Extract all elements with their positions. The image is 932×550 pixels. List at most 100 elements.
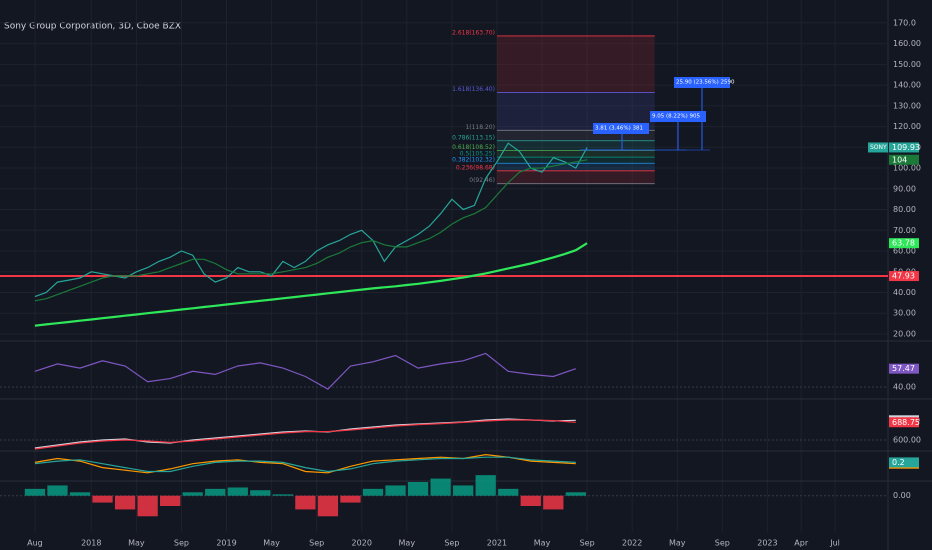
y-tick-label: 80.00 [893,205,916,214]
last-value-tag [889,363,919,374]
last-value-label: 0.2 [892,458,905,467]
histogram-bar [407,482,429,496]
last-value-label: 104 [892,155,907,164]
y-tick-label: 20.00 [893,329,916,338]
fib-label: 1.618(136.40) [452,86,495,93]
last-value-tag [889,238,919,249]
histogram-bar [160,495,181,506]
measure-box [650,111,706,122]
histogram-bar [475,475,496,496]
measure-box [593,123,649,134]
histogram-bar [24,488,46,496]
x-tick-label: 2019 [216,539,236,548]
histogram-bar [362,488,384,496]
last-value-tag [889,142,919,153]
fib-label: 2.618(163.70) [452,29,495,36]
histogram-bar [543,495,564,510]
y-tick-label: 30.00 [893,309,916,318]
y-tick-label: 40.00 [893,382,916,391]
fib-zone [496,140,655,151]
y-tick-label: 120.00 [893,122,921,131]
fib-label: 0(92.46) [469,177,495,184]
histogram-bar [453,485,474,496]
x-tick-label: May [399,539,416,548]
fib-zone [496,170,655,184]
x-tick-label: 2023 [757,539,777,548]
price-tag-label: 47.93 [892,272,915,281]
x-tick-label: Sep [174,539,189,548]
last-value-label: 109.93 [892,143,920,152]
measure-label: 3.81 (3.46%) 381 [595,126,643,132]
fib-label: 0.618(108.52) [452,144,495,151]
histogram-bar [430,478,451,496]
fib-label: 0.236(98.68) [456,164,495,171]
histogram-bar [317,495,339,517]
fib-label: 1(118.20) [465,124,495,131]
x-tick-label: 2020 [352,539,372,548]
series-line [34,456,576,473]
last-value-tag [889,457,919,468]
y-tick-label: 90.00 [893,184,916,193]
x-tick-label: May [263,539,280,548]
x-tick-label: May [534,539,551,548]
series-line [34,419,576,450]
x-tick-label: Aug [27,539,43,548]
fib-label: 0.382(102.32) [452,157,495,164]
fib-zone [496,150,655,158]
series-line [34,142,588,298]
symbol-label: SONY [870,144,887,151]
measure-label: 25.90 (23.56%) 2590 [676,80,735,86]
y-tick-label: 60.00 [893,247,916,256]
y-tick-label: 150.00 [893,60,921,69]
histogram-bar [250,490,271,496]
y-tick-label: 70.00 [893,226,916,235]
y-tick-label: 130.00 [893,101,921,110]
x-tick-label: Jul [829,539,840,548]
y-tick-label: 160.00 [893,39,921,48]
x-tick-label: May [128,539,145,548]
y-tick-label: 100.00 [893,164,921,173]
histogram-bar [498,488,519,496]
histogram-bar [137,495,158,517]
series-line [34,242,588,327]
histogram-bar [47,485,68,496]
histogram-bar [114,495,136,510]
x-tick-label: 2022 [622,539,642,548]
measure-label: 9.05 (8.22%) 905 [652,114,701,120]
histogram-bar [295,495,316,510]
x-tick-label: Apr [794,539,809,548]
x-tick-label: 2018 [81,539,101,548]
fib-zone [496,130,655,141]
histogram-bar [182,492,203,496]
x-tick-label: Sep [580,539,595,548]
series-line [34,352,576,390]
series-line [34,453,576,474]
fib-zone [496,35,655,93]
y-tick-label: 140.00 [893,81,921,90]
fib-label: 0.786(113.15) [452,134,495,141]
y-tick-label: 0.00 [893,491,911,500]
x-tick-label: Sep [309,539,324,548]
x-tick-label: May [669,539,686,548]
fib-zone [496,157,655,164]
y-tick-label: 170.0 [893,18,916,27]
x-tick-label: 2021 [487,539,507,548]
last-value-tag [889,417,919,428]
chart-title: Sony Group Corporation, 3D, Cboe BZX [4,22,181,32]
y-tick-label: 40.00 [893,288,916,297]
histogram-bar [565,492,586,496]
x-tick-label: Sep [444,539,459,548]
histogram-bar [205,488,226,496]
measure-box [674,77,730,88]
histogram-bar [520,495,541,506]
histogram-bar [385,485,406,496]
y-tick-label: 600.00 [893,436,921,445]
series-line [34,159,588,302]
x-tick-label: Sep [715,539,730,548]
fib-label: 0.5(105.25) [460,151,495,158]
last-value-label: 688.75 [892,418,920,427]
histogram-bar [272,494,293,496]
histogram-bar [69,492,91,496]
histogram-bar [340,495,361,503]
